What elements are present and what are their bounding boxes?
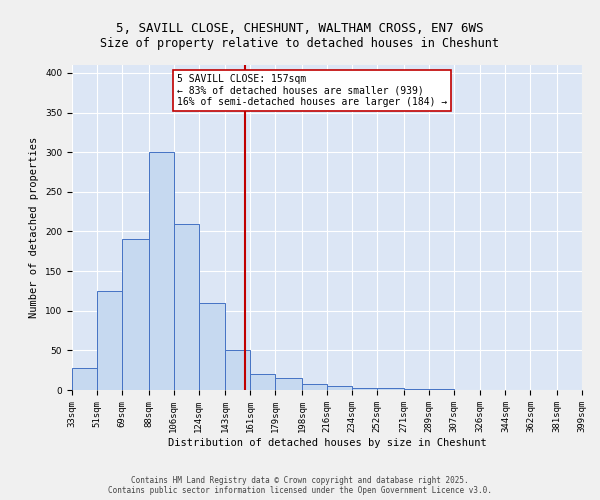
Bar <box>225 350 250 390</box>
Bar <box>352 388 377 390</box>
Text: Size of property relative to detached houses in Cheshunt: Size of property relative to detached ho… <box>101 38 499 51</box>
Bar <box>404 389 429 390</box>
X-axis label: Distribution of detached houses by size in Cheshunt: Distribution of detached houses by size … <box>167 438 487 448</box>
Bar <box>72 368 97 390</box>
Bar <box>199 303 225 390</box>
Bar <box>122 240 149 390</box>
Bar <box>97 291 122 390</box>
Bar <box>302 384 327 390</box>
Text: 5 SAVILL CLOSE: 157sqm
← 83% of detached houses are smaller (939)
16% of semi-de: 5 SAVILL CLOSE: 157sqm ← 83% of detached… <box>176 74 447 107</box>
Y-axis label: Number of detached properties: Number of detached properties <box>29 137 40 318</box>
Text: Contains HM Land Registry data © Crown copyright and database right 2025.
Contai: Contains HM Land Registry data © Crown c… <box>108 476 492 495</box>
Bar <box>174 224 199 390</box>
Text: 5, SAVILL CLOSE, CHESHUNT, WALTHAM CROSS, EN7 6WS: 5, SAVILL CLOSE, CHESHUNT, WALTHAM CROSS… <box>116 22 484 36</box>
Bar <box>149 152 174 390</box>
Bar <box>377 388 404 390</box>
Bar <box>429 389 454 390</box>
Bar <box>327 386 352 390</box>
Bar <box>275 378 302 390</box>
Bar <box>250 374 275 390</box>
